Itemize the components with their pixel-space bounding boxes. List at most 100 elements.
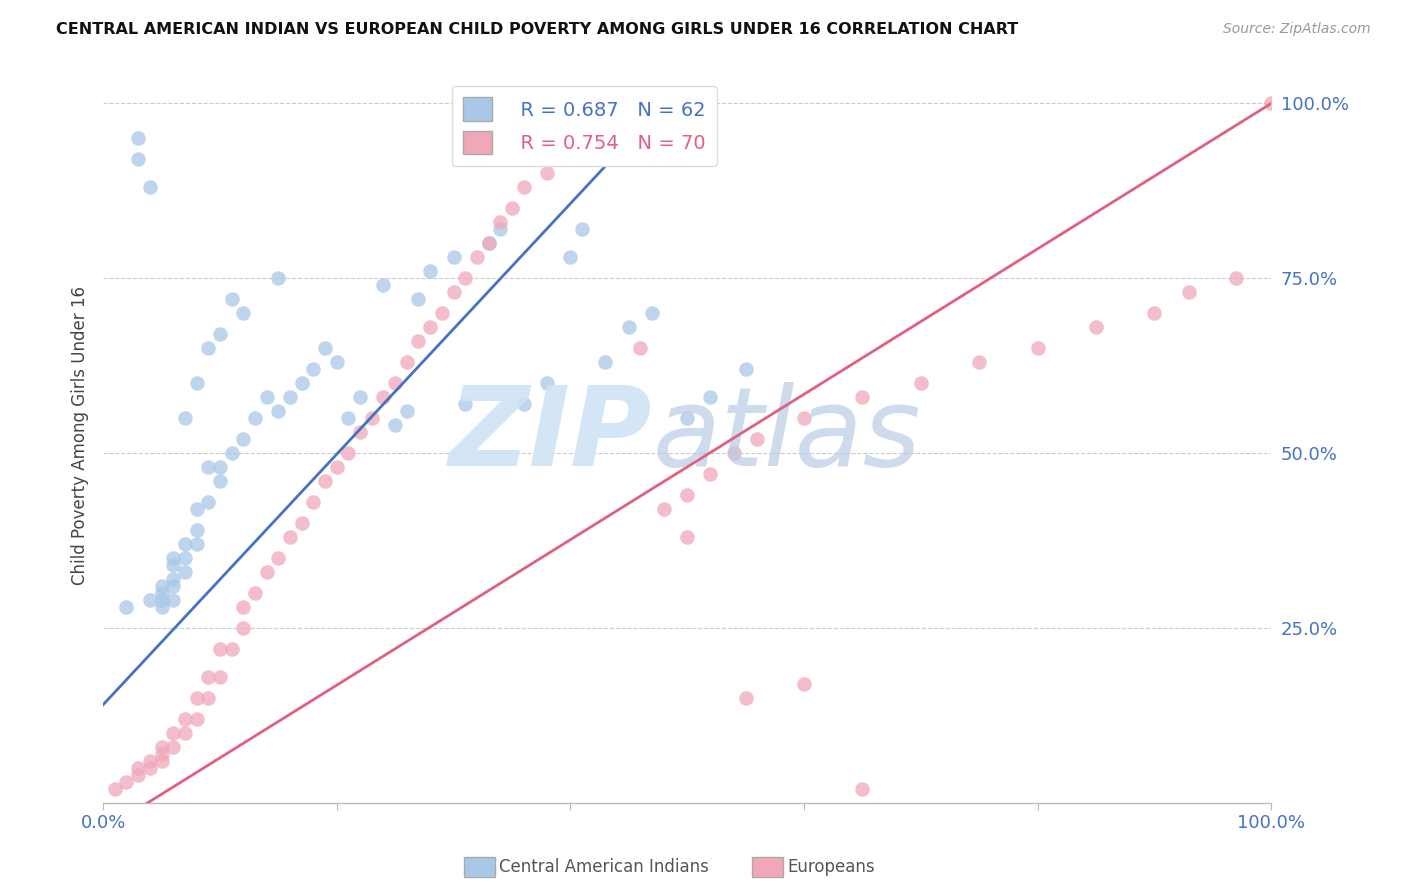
Point bbox=[162, 550, 184, 565]
Point bbox=[734, 362, 756, 376]
Text: Europeans: Europeans bbox=[787, 858, 875, 876]
Point bbox=[243, 411, 266, 425]
Point bbox=[173, 411, 195, 425]
Point bbox=[430, 306, 453, 320]
Point bbox=[139, 180, 162, 194]
Point bbox=[127, 767, 149, 781]
Point bbox=[221, 446, 243, 460]
Point bbox=[395, 355, 418, 369]
Point bbox=[173, 565, 195, 579]
Point bbox=[162, 739, 184, 754]
Point bbox=[208, 474, 231, 488]
Text: Source: ZipAtlas.com: Source: ZipAtlas.com bbox=[1223, 22, 1371, 37]
Point bbox=[291, 516, 314, 530]
Point bbox=[278, 390, 301, 404]
Point bbox=[162, 558, 184, 572]
Point bbox=[477, 236, 499, 251]
Point bbox=[221, 292, 243, 306]
Point bbox=[150, 579, 173, 593]
Point bbox=[173, 550, 195, 565]
Point bbox=[302, 362, 325, 376]
Point bbox=[349, 390, 371, 404]
Point bbox=[443, 285, 465, 300]
Text: Central American Indians: Central American Indians bbox=[499, 858, 709, 876]
Point bbox=[197, 690, 219, 705]
Point bbox=[419, 320, 441, 334]
Point bbox=[384, 418, 406, 433]
Point bbox=[489, 215, 512, 229]
Point bbox=[536, 376, 558, 391]
Text: ZIP: ZIP bbox=[449, 382, 652, 489]
Point bbox=[267, 550, 290, 565]
Point bbox=[595, 355, 617, 369]
Point bbox=[489, 222, 512, 236]
Point bbox=[967, 355, 990, 369]
Point bbox=[162, 725, 184, 739]
Point bbox=[314, 341, 336, 355]
Point bbox=[162, 579, 184, 593]
Point bbox=[150, 586, 173, 600]
Point bbox=[139, 592, 162, 607]
Point bbox=[150, 754, 173, 768]
Point bbox=[127, 131, 149, 145]
Point bbox=[127, 153, 149, 167]
Point bbox=[373, 278, 395, 293]
Point bbox=[197, 495, 219, 509]
Point bbox=[747, 432, 769, 446]
Point bbox=[465, 250, 488, 264]
Point bbox=[186, 502, 208, 516]
Point bbox=[443, 250, 465, 264]
Y-axis label: Child Poverty Among Girls Under 16: Child Poverty Among Girls Under 16 bbox=[72, 286, 89, 585]
Point bbox=[221, 641, 243, 656]
Point bbox=[734, 690, 756, 705]
Point bbox=[793, 677, 815, 691]
Point bbox=[127, 761, 149, 775]
Point bbox=[560, 145, 582, 160]
Point bbox=[793, 411, 815, 425]
Point bbox=[139, 754, 162, 768]
Point bbox=[150, 739, 173, 754]
Point bbox=[162, 592, 184, 607]
Point bbox=[291, 376, 314, 391]
Point bbox=[186, 712, 208, 726]
Point bbox=[337, 446, 360, 460]
Point bbox=[560, 250, 582, 264]
Point bbox=[197, 341, 219, 355]
Point bbox=[1026, 341, 1049, 355]
Point bbox=[617, 320, 640, 334]
Point bbox=[360, 411, 382, 425]
Text: atlas: atlas bbox=[652, 382, 921, 489]
Point bbox=[1225, 271, 1247, 285]
Point bbox=[232, 306, 254, 320]
Point bbox=[267, 404, 290, 418]
Point bbox=[208, 641, 231, 656]
Point bbox=[384, 376, 406, 391]
Point bbox=[243, 586, 266, 600]
Point bbox=[699, 390, 721, 404]
Point bbox=[477, 236, 499, 251]
Point bbox=[278, 530, 301, 544]
Point bbox=[173, 725, 195, 739]
Point bbox=[1178, 285, 1201, 300]
Point bbox=[501, 202, 523, 216]
Point bbox=[232, 432, 254, 446]
Point bbox=[723, 446, 745, 460]
Point bbox=[325, 460, 347, 475]
Point bbox=[851, 390, 873, 404]
Point bbox=[197, 460, 219, 475]
Point bbox=[851, 781, 873, 796]
Point bbox=[676, 530, 699, 544]
Point bbox=[454, 397, 477, 411]
Point bbox=[173, 712, 195, 726]
Point bbox=[1260, 96, 1282, 111]
Point bbox=[606, 118, 628, 132]
Point bbox=[267, 271, 290, 285]
Point bbox=[571, 222, 593, 236]
Point bbox=[349, 425, 371, 439]
Point bbox=[162, 572, 184, 586]
Point bbox=[395, 404, 418, 418]
Point bbox=[186, 690, 208, 705]
Point bbox=[512, 397, 534, 411]
Point bbox=[337, 411, 360, 425]
Point bbox=[256, 565, 278, 579]
